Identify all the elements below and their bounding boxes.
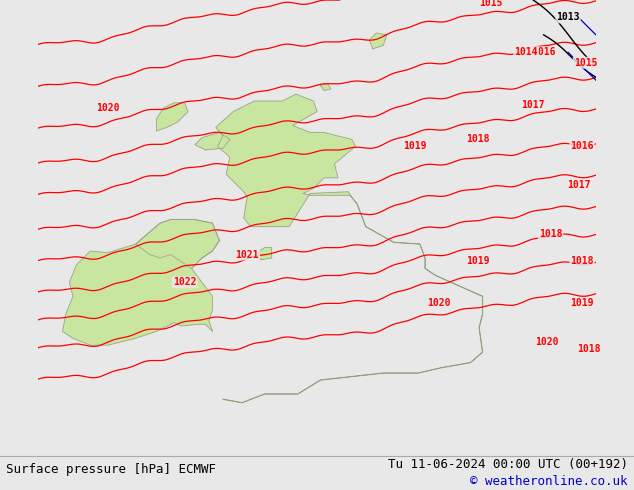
Text: 1022: 1022 [172,277,197,288]
Text: 1020: 1020 [535,337,559,347]
Text: 1018: 1018 [539,229,562,239]
Polygon shape [320,84,331,91]
Text: Tu 11-06-2024 00:00 UTC (00+192): Tu 11-06-2024 00:00 UTC (00+192) [387,458,628,471]
Text: 1013: 1013 [556,12,579,23]
Text: 1016: 1016 [570,142,593,151]
Text: Surface pressure [hPa] ECMWF: Surface pressure [hPa] ECMWF [6,463,216,476]
Text: 1015: 1015 [479,0,503,8]
Text: 1015: 1015 [574,58,597,68]
Text: 1019: 1019 [570,298,593,308]
Text: 1018: 1018 [577,343,600,354]
Polygon shape [254,247,272,260]
Text: 1014: 1014 [514,48,538,57]
Text: 1019: 1019 [403,142,427,151]
Text: 1018: 1018 [570,256,593,267]
Text: 1017: 1017 [567,180,590,190]
Text: © weatheronline.co.uk: © weatheronline.co.uk [470,475,628,489]
Text: 1019: 1019 [465,256,489,267]
Text: 1021: 1021 [235,249,259,260]
Text: 1017: 1017 [521,99,545,110]
Polygon shape [136,220,219,269]
Polygon shape [369,33,387,49]
Polygon shape [195,132,230,150]
Polygon shape [63,220,219,345]
Polygon shape [216,94,482,403]
Text: 1018: 1018 [465,134,489,145]
Polygon shape [157,103,188,131]
Text: 1016: 1016 [532,48,555,57]
Text: 1020: 1020 [427,298,451,308]
Text: 1020: 1020 [96,103,120,113]
